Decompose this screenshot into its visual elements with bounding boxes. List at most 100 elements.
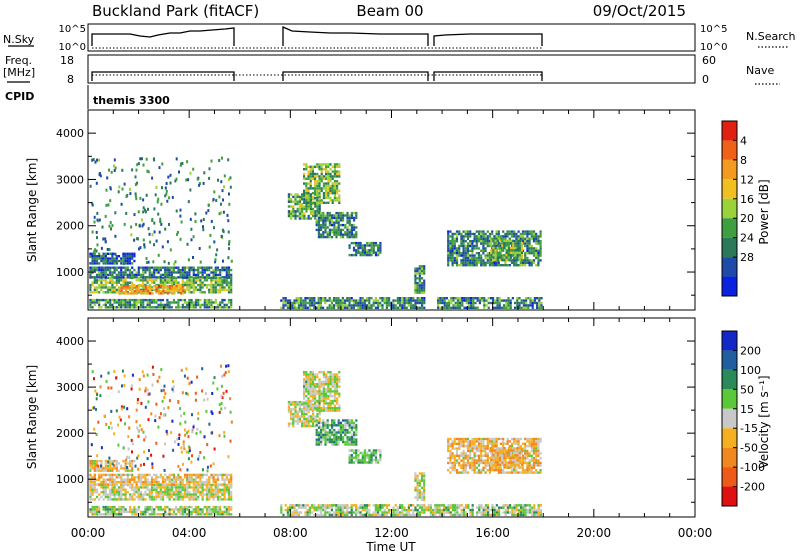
time-tick-label: 08:00	[273, 526, 308, 540]
cpid-label: CPID	[5, 90, 34, 103]
power-colorbar-tick-label: 4	[740, 134, 747, 147]
velocity-colorbar-cell	[722, 369, 737, 390]
nsearch-label: N.Search	[746, 30, 796, 43]
power-ylabel: Slant Range [km]	[25, 158, 39, 262]
power-colorbar-tick-label: 24	[740, 232, 754, 245]
power-colorbar-tick-label: 12	[740, 173, 754, 186]
velocity-colorbar-tick-label: 200	[740, 344, 761, 357]
nsky-trace	[91, 25, 543, 49]
freq-label: Freq.	[5, 54, 32, 67]
power-echo-region	[118, 285, 185, 295]
time-tick-label: 00:00	[71, 526, 106, 540]
date-title: 09/Oct/2015	[593, 2, 686, 20]
beam-title: Beam 00	[356, 2, 423, 20]
nsky-tick-bottom: 10^0	[59, 42, 86, 53]
time-tick-label: 00:00	[678, 526, 713, 540]
power-ytick-label: 3000	[56, 173, 84, 186]
power-scatter-echoes	[89, 156, 233, 266]
velocity-echo-region	[89, 483, 233, 501]
power-echo-region	[437, 297, 543, 309]
time-axis-labels: 00:00 04:00 08:00 12:00 16:00 20:00 00:00	[71, 526, 713, 540]
power-echo-region	[315, 211, 358, 239]
velocity-colorbar-cell	[722, 467, 737, 487]
velocity-colorbar-label: Velocity [m s⁻¹]	[757, 375, 771, 468]
power-colorbar-tick-label: 28	[740, 251, 754, 264]
velocity-colorbar-tick-label: -200	[740, 481, 765, 494]
velocity-colorbar-cell	[722, 428, 737, 448]
velocity-colorbar-cell	[722, 350, 737, 370]
power-colorbar-cell	[722, 257, 737, 277]
freq-unit-label: [MHz]	[3, 66, 35, 79]
velocity-echo-layer	[89, 364, 542, 517]
power-colorbar-cell	[722, 140, 737, 160]
nsearch-tick-bottom: 10^0	[700, 42, 727, 53]
velocity-colorbar-tick-label: 100	[740, 364, 761, 377]
power-y-axis: 1000 2000 3000 4000	[56, 109, 695, 296]
velocity-colorbar-cell	[722, 408, 737, 429]
power-colorbar-cell	[722, 179, 737, 199]
velocity-colorbar-cell	[722, 447, 737, 468]
power-colorbar-tick-label: 8	[740, 154, 747, 167]
nave-tick-bottom: 0	[702, 73, 709, 86]
power-ytick-label: 4000	[56, 127, 84, 140]
velocity-echo-region	[280, 504, 542, 517]
time-tick-label: 12:00	[374, 526, 409, 540]
velocity-y-axis: 1000 2000 3000 4000	[56, 317, 695, 503]
power-echo-layer	[89, 156, 543, 309]
power-echo-region	[89, 298, 233, 309]
velocity-colorbar-tick-label: -50	[740, 442, 758, 455]
power-echo-region	[490, 239, 524, 262]
power-colorbar-tick-label: 20	[740, 212, 754, 225]
velocity-colorbar: 200 100 50 15 -15 -50 -100 -200	[721, 330, 765, 507]
velocity-colorbar-tick-label: -100	[740, 461, 765, 474]
power-panel-frame	[87, 109, 696, 311]
velocity-echo-region	[348, 449, 382, 464]
nsearch-tick-top: 10^5	[700, 24, 727, 35]
velocity-panel: 1000 2000 3000 4000 Slant Range [km]	[25, 317, 696, 518]
time-tick-label: 20:00	[577, 526, 612, 540]
nsky-tick-top: 10^5	[59, 24, 86, 35]
velocity-echo-region	[315, 419, 358, 446]
power-colorbar-cell	[722, 237, 737, 258]
power-echo-region	[280, 297, 426, 309]
power-ytick-label: 2000	[56, 220, 84, 233]
velocity-colorbar-cell	[722, 486, 737, 506]
velocity-echo-region	[89, 505, 233, 516]
velocity-ytick-label: 3000	[56, 381, 84, 394]
velocity-colorbar-tick-label: 50	[740, 383, 754, 396]
power-echo-region	[303, 163, 341, 204]
freq-tick-bottom: 8	[67, 73, 74, 86]
freq-trace	[91, 71, 543, 81]
power-x-ticks	[87, 110, 696, 310]
power-colorbar-cell	[722, 121, 737, 141]
velocity-ytick-label: 2000	[56, 427, 84, 440]
cpid-value: themis 3300	[93, 94, 170, 107]
power-colorbar-label: Power [dB]	[757, 179, 771, 244]
power-panel: 1000 2000 3000 4000 Slant Range [km]	[25, 109, 696, 311]
nave-tick-top: 60	[702, 54, 716, 67]
power-echo-region	[414, 265, 426, 294]
power-echo-region	[89, 266, 233, 279]
velocity-colorbar-tick-label: -15	[740, 422, 758, 435]
power-echo-region	[89, 252, 136, 265]
power-colorbar: 4 8 12 16 20 24 28	[721, 120, 754, 297]
nave-label: Nave	[746, 64, 774, 77]
power-echo-region	[447, 230, 542, 267]
velocity-ytick-label: 1000	[56, 473, 84, 486]
power-colorbar-tick-label: 16	[740, 193, 754, 206]
freq-tick-top: 18	[60, 54, 74, 67]
velocity-x-ticks	[87, 318, 696, 517]
velocity-echo-region	[89, 473, 233, 486]
nsky-frame	[87, 23, 696, 52]
velocity-echo-region	[303, 371, 341, 412]
time-tick-label: 16:00	[475, 526, 510, 540]
power-colorbar-cell	[722, 218, 737, 238]
velocity-echo-region	[490, 447, 524, 469]
power-ytick-label: 1000	[56, 266, 84, 279]
nsky-label: N.Sky	[3, 33, 35, 46]
power-colorbar-cell	[722, 198, 737, 219]
velocity-echo-region	[89, 459, 136, 472]
velocity-echo-region	[414, 472, 426, 502]
power-colorbar-cell	[722, 276, 737, 296]
